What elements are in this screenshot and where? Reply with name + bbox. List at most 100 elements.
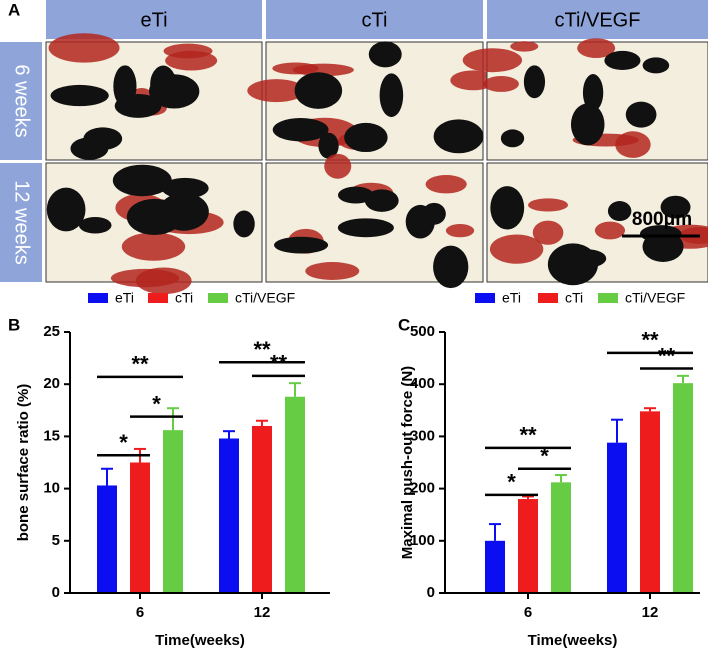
implant-particle <box>625 101 657 128</box>
bone-tissue <box>489 234 544 264</box>
bone-tissue <box>121 232 186 261</box>
implant-particle <box>113 65 137 108</box>
implant-particle <box>233 210 255 238</box>
significance-label: ** <box>519 423 537 448</box>
bone-tissue <box>48 33 120 63</box>
bone-tissue <box>165 50 218 71</box>
panel-label: C <box>398 315 410 334</box>
row-header <box>0 42 42 160</box>
legend-label: cTi <box>565 290 583 306</box>
legend-swatch <box>208 293 228 303</box>
bar <box>285 396 305 593</box>
bar <box>163 430 183 593</box>
implant-particle <box>368 41 402 68</box>
legend-label: eTi <box>115 290 134 306</box>
implant-particle <box>523 65 546 99</box>
bone-tissue <box>305 262 360 280</box>
legend-label: cTi/VEGF <box>235 290 295 306</box>
implant-particle <box>660 195 691 219</box>
legend-swatch <box>475 293 495 303</box>
legend-swatch <box>598 293 618 303</box>
implant-particle <box>568 249 607 268</box>
implant-particle <box>78 216 112 234</box>
x-axis-label: Time(weeks) <box>528 632 618 649</box>
y-tick-label: 100 <box>410 532 435 549</box>
bone-tissue <box>532 220 564 245</box>
y-tick-label: 400 <box>410 375 435 392</box>
implant-particle <box>112 164 172 197</box>
bar <box>97 485 117 593</box>
bone-tissue <box>324 153 352 179</box>
bar <box>551 482 571 593</box>
legend-swatch <box>88 293 108 303</box>
row-label: 6 weeks <box>11 64 33 137</box>
implant-particle <box>161 177 209 199</box>
implant-particle <box>490 186 525 230</box>
column-label: cTi/VEGF <box>555 9 641 31</box>
row-header <box>0 163 42 282</box>
implant-particle <box>604 50 641 70</box>
implant-particle <box>337 218 394 238</box>
x-tick-label: 6 <box>136 604 144 621</box>
implant-particle <box>272 118 329 142</box>
implant-particle <box>364 189 399 212</box>
implant-particle <box>607 201 632 222</box>
y-tick-label: 200 <box>410 480 435 497</box>
y-tick-label: 15 <box>43 427 60 444</box>
implant-particle <box>433 119 484 154</box>
x-axis-label: Time(weeks) <box>155 632 245 649</box>
legend-label: cTi <box>175 290 193 306</box>
y-tick-label: 0 <box>427 584 435 601</box>
implant-particle <box>422 202 446 225</box>
significance-label: * <box>507 470 516 495</box>
bar <box>252 425 272 593</box>
y-tick-label: 10 <box>43 480 60 497</box>
implant-particle <box>642 57 670 74</box>
x-tick-label: 6 <box>524 604 532 621</box>
row-label: 12 weeks <box>11 180 33 265</box>
implant-particle <box>337 186 374 204</box>
bone-tissue <box>527 198 569 212</box>
bone-tissue <box>462 48 523 73</box>
implant-particle <box>46 187 86 232</box>
bone-tissue <box>577 38 616 59</box>
significance-label: * <box>119 430 128 455</box>
implant-particle <box>50 84 109 107</box>
y-tick-label: 5 <box>52 532 60 549</box>
implant-particle <box>318 132 339 159</box>
implant-particle <box>149 74 200 109</box>
implant-particle <box>344 122 388 153</box>
bar <box>518 499 538 593</box>
y-tick-label: 500 <box>410 323 435 340</box>
significance-label: ** <box>270 351 288 376</box>
y-tick-label: 25 <box>43 323 60 340</box>
column-label: cTi <box>362 9 388 31</box>
x-tick-label: 12 <box>642 604 659 621</box>
column-header <box>46 0 262 39</box>
bone-tissue <box>292 63 354 77</box>
implant-particle <box>500 129 525 148</box>
column-label: eTi <box>140 9 167 31</box>
legend-label: eTi <box>502 290 521 306</box>
significance-label: ** <box>658 343 676 368</box>
y-axis-label: bone surface ratio (%) <box>15 384 32 542</box>
significance-label: ** <box>641 328 659 353</box>
bar <box>607 442 627 593</box>
implant-particle <box>274 236 329 254</box>
implant-particle <box>83 127 123 150</box>
column-header <box>266 0 483 39</box>
implant-particle <box>639 225 682 243</box>
y-tick-label: 300 <box>410 427 435 444</box>
bone-tissue <box>483 76 519 92</box>
implant-particle <box>294 72 343 109</box>
column-header <box>487 0 708 39</box>
implant-particle <box>126 198 183 236</box>
bone-tissue <box>425 175 467 194</box>
bone-tissue <box>594 221 626 240</box>
implant-particle <box>570 103 605 146</box>
bar <box>219 438 239 593</box>
legend-label: cTi/VEGF <box>625 290 685 306</box>
y-tick-label: 20 <box>43 375 60 392</box>
bone-tissue <box>445 224 475 238</box>
